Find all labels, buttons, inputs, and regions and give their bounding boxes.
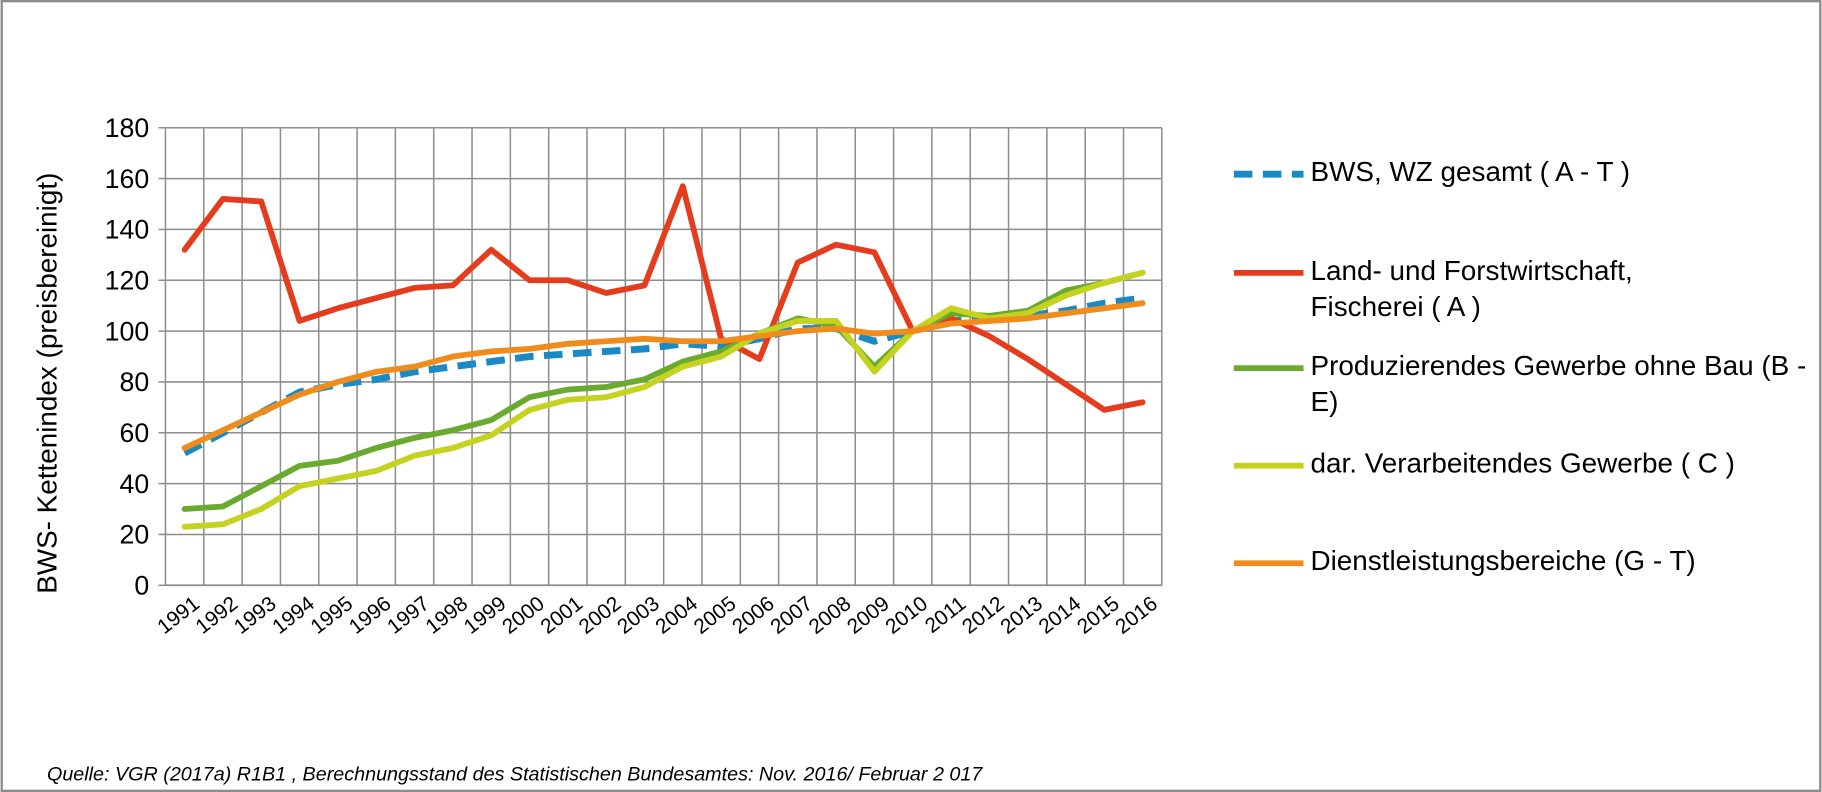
series-line	[181, 300, 1146, 451]
y-tick-label: 20	[120, 520, 150, 550]
y-axis-label: BWS- Kettenindex (preisbereinigt)	[31, 173, 62, 594]
y-tick-label: 80	[120, 367, 150, 397]
y-tick-label: 120	[105, 266, 150, 296]
series-line	[181, 183, 1146, 413]
legend-item: Land- und Forstwirtschaft, Fischerei ( A…	[1310, 255, 1633, 323]
y-tick-label: 40	[120, 469, 150, 499]
series-line	[181, 269, 1146, 530]
legend-item: Produzierendes Gewerbe ohne Bau (B - E)	[1310, 350, 1807, 419]
y-tick-label: 160	[105, 164, 150, 194]
source-note: Quelle: VGR (2017a) R1B1 , Berechnungsst…	[47, 763, 983, 785]
legend-label: dar. Verarbeitendes Gewerbe ( C )	[1310, 448, 1735, 480]
legend-item: dar. Verarbeitendes Gewerbe ( C )	[1310, 448, 1735, 480]
legend-label: Produzierendes Gewerbe ohne Bau (B - E)	[1310, 350, 1807, 419]
legend-item: Dienstleistungsbereiche (G - T)	[1310, 545, 1696, 578]
y-tick-label: 140	[105, 215, 150, 245]
y-tick-label: 60	[120, 418, 150, 448]
legend-label: Dienstleistungsbereiche (G - T)	[1310, 545, 1696, 578]
legend-label: Land- und Forstwirtschaft, Fischerei ( A…	[1310, 255, 1633, 323]
legend-label: BWS, WZ gesamt ( A - T )	[1310, 156, 1631, 189]
legend-item: BWS, WZ gesamt ( A - T )	[1310, 156, 1631, 189]
y-tick-label: 180	[105, 113, 150, 143]
y-tick-label: 100	[105, 316, 150, 346]
y-tick-label: 0	[134, 571, 149, 601]
